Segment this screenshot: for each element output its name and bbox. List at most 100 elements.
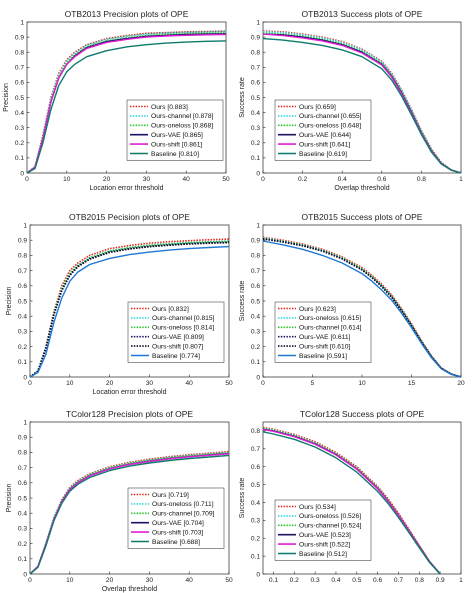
legend [274,301,372,363]
y-tick-label: 0.8 [251,428,260,435]
legend-label: Ours-VAE [0.809] [152,334,204,341]
series-line-6 [262,240,462,378]
y-tick-label: 1 [256,222,260,229]
x-tick-label: 50 [225,577,233,584]
x-tick-label: 0.6 [377,176,386,183]
series-line-5 [29,241,230,378]
legend-label: Ours [0.832] [152,306,189,313]
legend-label: Ours-oneloss [0.814] [152,325,214,332]
y-axis-label: Precision [6,287,13,316]
y-tick-label: 0.6 [18,480,27,487]
x-tick-label: 0.2 [298,176,307,183]
legend-label: Ours-channel [0.614] [299,325,362,332]
y-tick-label: 0 [256,170,260,177]
y-tick-label: 0.6 [18,283,27,290]
legend-label: Ours-shift [0.703] [152,529,203,536]
legend-label: Ours [0.623] [299,306,336,313]
y-tick-label: 0.2 [18,541,27,548]
y-tick-label: 0.2 [15,140,24,147]
legend-label: Ours-shift [0.522] [299,541,350,548]
x-tick-label: 1 [459,577,463,584]
y-tick-label: 0.1 [18,359,27,366]
x-tick-label: 0.4 [338,176,347,183]
legend-label: Ours-VAE [0.523] [299,532,351,539]
y-tick-label: 0.1 [251,359,260,366]
y-tick-label: 0.1 [251,553,260,560]
y-tick-label: 0.7 [251,268,260,275]
chart-title: TColor128 Success plots of OPE [300,409,425,419]
legend-label: Ours-oneloss [0.615] [299,315,361,322]
y-tick-label: 0.8 [18,253,27,260]
y-tick-label: 0.4 [18,314,27,321]
x-axis-label: Overlap threshold [334,185,389,192]
legend-label: Ours-shift [0.610] [299,343,350,350]
y-tick-label: 0.2 [251,536,260,543]
y-tick-label: 0.4 [251,314,260,321]
legend-label: Ours-channel [0.709] [152,511,215,518]
y-tick-label: 0 [256,374,260,381]
y-axis-label: Success rate [239,478,246,519]
legend-label: Baseline [0.512] [299,551,347,558]
y-tick-label: 0.5 [251,95,260,102]
x-axis-label: Location error threshold [93,389,167,396]
x-tick-label: 10 [66,380,74,387]
y-tick-label: 0.5 [18,495,27,502]
chart-4: OTB2015 Success plots of OPE 0 5 10 15 20 0 0.1… [239,212,465,387]
legend [274,499,372,561]
legend-label: Ours-channel [0.655] [299,113,362,120]
y-tick-label: 1 [23,222,27,229]
series-line-5 [26,33,227,174]
x-tick-label: 10 [66,577,74,584]
y-tick-label: 0.6 [15,80,24,87]
legend [274,99,372,161]
y-tick-label: 0.3 [251,518,260,525]
x-tick-label: 20 [106,577,114,584]
series-line-1 [26,30,227,174]
legend-label: Ours-oneloss [0.526] [299,513,361,520]
x-tick-label: 0.9 [436,577,445,584]
legend [126,99,224,161]
y-tick-label: 0.3 [15,125,24,132]
x-tick-label: 0.1 [269,577,278,584]
legend-label: Ours-VAE [0.611] [299,334,351,341]
x-tick-label: 40 [186,577,194,584]
series-line-6 [262,431,441,575]
legend [127,301,225,363]
y-tick-label: 0.9 [18,238,27,245]
y-tick-label: 0.2 [251,140,260,147]
legend-label: Ours-oneloss [0.648] [299,123,361,130]
x-tick-label: 20 [103,176,111,183]
y-tick-label: 0 [23,374,27,381]
y-tick-label: 0.7 [18,465,27,472]
y-tick-label: 0.2 [251,344,260,351]
y-tick-label: 0.4 [251,110,260,117]
legend-label: Baseline [0.774] [152,353,200,360]
series-line-6 [262,37,462,174]
x-tick-label: 30 [143,176,151,183]
y-tick-label: 0 [256,571,260,578]
series-line-1 [29,238,230,378]
x-tick-label: 50 [222,176,230,183]
x-tick-label: 10 [63,176,71,183]
series-line-6 [29,454,230,575]
x-tick-label: 30 [146,577,154,584]
x-tick-label: 0.6 [373,577,382,584]
legend-label: Ours-shift [0.641] [299,141,350,148]
y-tick-label: 0 [20,170,24,177]
x-tick-label: 0.2 [290,577,299,584]
y-axis-label: Success rate [239,77,246,118]
y-tick-label: 0.1 [18,556,27,563]
y-tick-label: 0.4 [15,110,24,117]
y-tick-label: 0.7 [18,268,27,275]
x-tick-label: 0.8 [417,176,426,183]
y-tick-label: 0.8 [251,50,260,57]
y-tick-label: 0.5 [15,95,24,102]
legend-label: Ours-shift [0.807] [152,343,203,350]
legend-label: Ours-VAE [0.704] [152,520,204,527]
legend-label: Baseline [0.810] [151,151,199,158]
y-tick-label: 0.9 [15,34,24,41]
x-tick-label: 0.5 [352,577,361,584]
y-tick-label: 0.1 [15,155,24,162]
x-axis-label: Overlap threshold [102,586,157,593]
y-tick-label: 0.5 [18,298,27,305]
